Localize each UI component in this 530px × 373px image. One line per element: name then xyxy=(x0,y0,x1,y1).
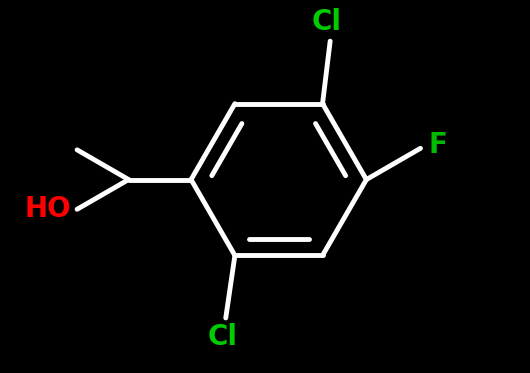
Text: Cl: Cl xyxy=(208,323,237,351)
Text: HO: HO xyxy=(24,195,71,223)
Text: Cl: Cl xyxy=(312,8,342,36)
Text: F: F xyxy=(428,131,447,159)
